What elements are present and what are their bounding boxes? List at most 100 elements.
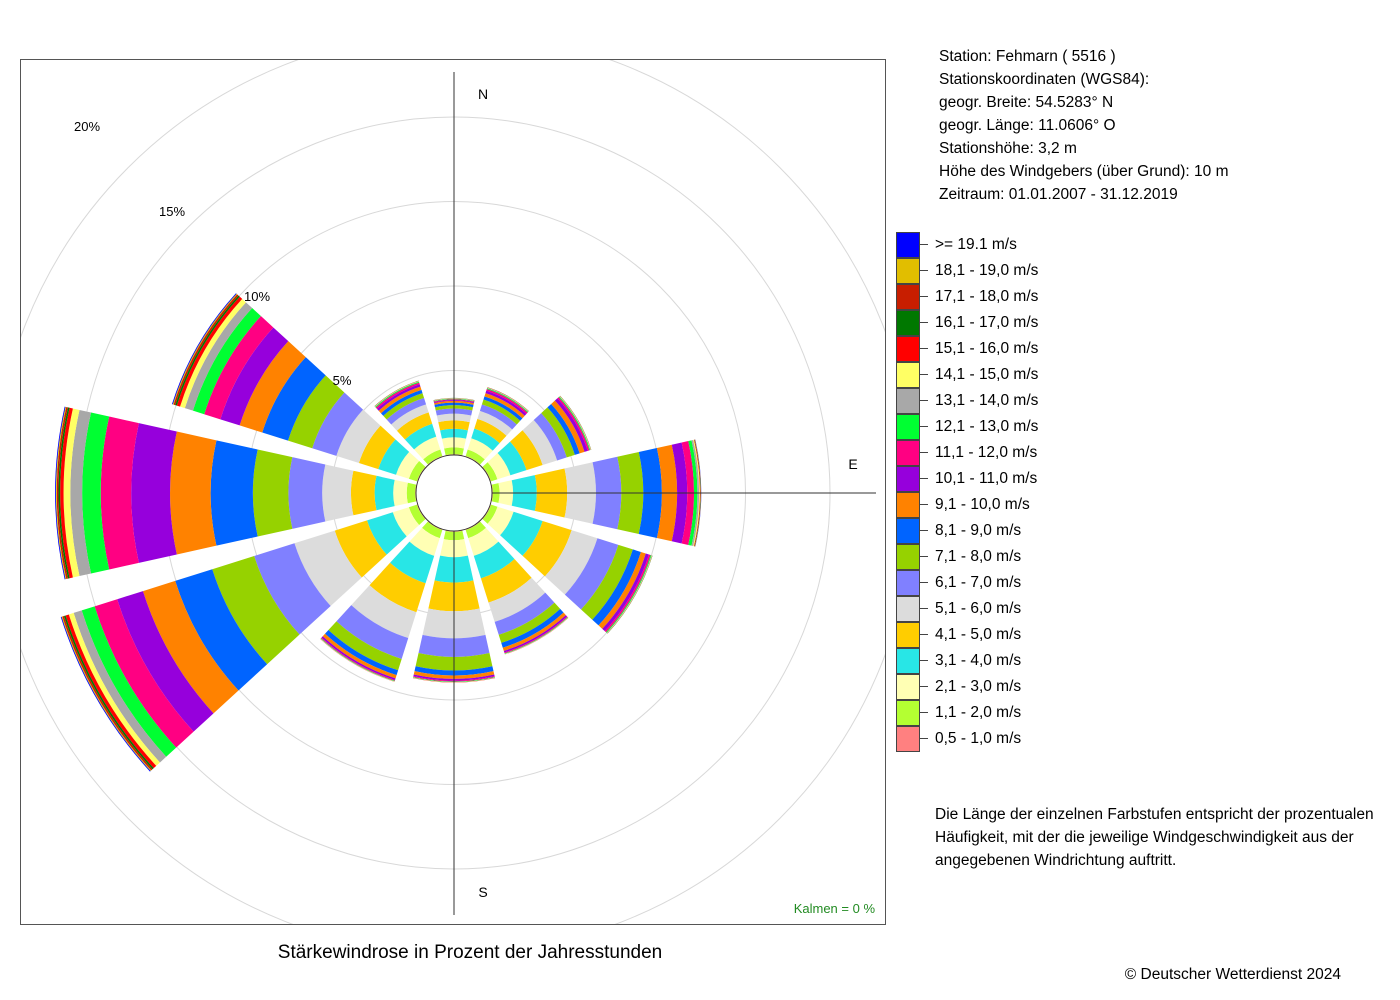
sector-150-band-3 [473, 541, 515, 579]
legend-label: 13,1 - 14,0 m/s [935, 392, 1039, 409]
sector-180-band-14 [413, 677, 495, 683]
sector-120-band-4 [522, 520, 572, 577]
wind-rose-svg: N E S 5% 10% 15% 20% Kalmen = 0 % [21, 60, 885, 924]
sector-210-band-4 [369, 562, 426, 613]
legend-label: 9,1 - 10,0 m/s [935, 496, 1030, 513]
sector-150-band-5 [488, 577, 546, 622]
sector-270-band-17 [56, 407, 68, 579]
sector-300-band-6 [312, 392, 364, 456]
sector-180-band-13 [413, 677, 495, 683]
legend-tick [920, 270, 928, 271]
sector-90-band-12 [688, 440, 698, 546]
sector-180-band-9 [413, 671, 495, 679]
direction-label-s: S [478, 884, 487, 900]
legend-swatch [896, 388, 920, 414]
sector-60-band-10 [554, 398, 588, 452]
sector-180-band-11 [413, 676, 495, 682]
legend-label: 3,1 - 4,0 m/s [935, 652, 1022, 669]
legend-tick [920, 374, 928, 375]
sector-330-band-2 [414, 436, 441, 460]
sector-300-band-10 [220, 327, 289, 426]
sector-270-band-9 [170, 431, 217, 555]
legend-tick [920, 348, 928, 349]
legend-label: 0,5 - 1,0 m/s [935, 730, 1022, 747]
sector-210-band-5 [351, 585, 417, 639]
legend-tick [920, 400, 928, 401]
sector-30-band-1 [465, 449, 485, 465]
sector-30-band-4 [474, 418, 507, 444]
sector-90-band-15 [694, 439, 701, 547]
sector-330-band-10 [376, 384, 421, 411]
legend-label: 15,1 - 16,0 m/s [935, 340, 1039, 357]
sector-0-band-9 [434, 400, 474, 405]
station-info: Station: Fehmarn ( 5516 ) Stationskoordi… [939, 45, 1228, 206]
sector-330-band-9 [378, 386, 422, 414]
sector-300-band-11 [204, 316, 274, 420]
sector-60-band-9 [551, 400, 585, 454]
sector-270-band-10 [131, 423, 177, 563]
legend-label: 11,1 - 12,0 m/s [935, 444, 1038, 461]
sector-270-band-13 [70, 409, 92, 577]
legend-swatch [896, 726, 920, 752]
legend-tick [920, 634, 928, 635]
station-longitude: geogr. Länge: 11.0606° O [939, 117, 1116, 134]
legend-label: 7,1 - 8,0 m/s [935, 548, 1022, 565]
sector-330-band-6 [386, 397, 427, 425]
legend-swatch [896, 362, 920, 388]
legend-swatch [896, 544, 920, 570]
sector-0-band-16 [433, 397, 475, 401]
sector-150-band-6 [494, 592, 555, 635]
legend-swatch [896, 700, 920, 726]
sector-270-band-15 [60, 407, 73, 579]
sector-270-band-8 [210, 440, 258, 546]
station-latitude: geogr. Breite: 54.5283° N [939, 94, 1114, 111]
sector-120-band-6 [564, 538, 619, 610]
sector-270-band-12 [82, 412, 110, 574]
legend-label: 2,1 - 3,0 m/s [935, 678, 1022, 695]
sector-30-band-11 [486, 389, 528, 414]
sector-330 [374, 380, 443, 465]
sector-0-band-12 [433, 398, 475, 402]
legend-swatch [896, 336, 920, 362]
calm-label: Kalmen = 0 % [794, 901, 876, 916]
legend-label: 6,1 - 7,0 m/s [935, 574, 1022, 591]
sector-90-band-13 [691, 439, 700, 547]
sector-210-band-2 [409, 527, 440, 556]
sector-180-band-0 [445, 530, 463, 532]
sector-240-band-10 [117, 591, 214, 732]
legend-tick [920, 738, 928, 739]
sector-300-band-15 [176, 296, 243, 407]
sector-60-band-4 [510, 430, 543, 471]
sector-240-band-2 [392, 507, 420, 537]
sector-270-band-0 [415, 484, 417, 502]
sector-240-band-9 [142, 580, 239, 714]
sector-30-band-7 [481, 399, 521, 425]
sector-330-band-5 [391, 404, 429, 431]
ring-label-15: 15% [159, 204, 185, 219]
sector-120 [482, 504, 653, 634]
period: Zeitraum: 01.01.2007 - 31.12.2019 [939, 186, 1178, 203]
legend-swatch [896, 648, 920, 674]
sector-30 [465, 387, 529, 465]
sector-300 [171, 293, 426, 482]
sector-150-band-8 [501, 608, 564, 648]
sector-150-band-9 [502, 612, 566, 651]
sector-330-band-8 [380, 389, 423, 416]
sector-120-band-9 [598, 551, 646, 629]
direction-label-e: E [848, 456, 857, 472]
sector-210-band-9 [322, 633, 397, 679]
station-name: Station: Fehmarn ( 5516 ) [939, 48, 1116, 65]
sector-60-band-5 [522, 419, 558, 466]
wind-sectors [55, 293, 702, 772]
sector-270-band-5 [322, 464, 354, 522]
legend-tick [920, 504, 928, 505]
sector-60-band-3 [497, 441, 527, 476]
sector-60-band-2 [487, 453, 511, 480]
sector-210-band-3 [390, 541, 435, 584]
legend-tick [920, 582, 928, 583]
sector-30-band-8 [483, 396, 523, 421]
sector-240-band-6 [254, 543, 331, 635]
sector-30-band-6 [479, 404, 517, 430]
legend-swatch [896, 596, 920, 622]
sector-240-band-7 [212, 556, 300, 665]
